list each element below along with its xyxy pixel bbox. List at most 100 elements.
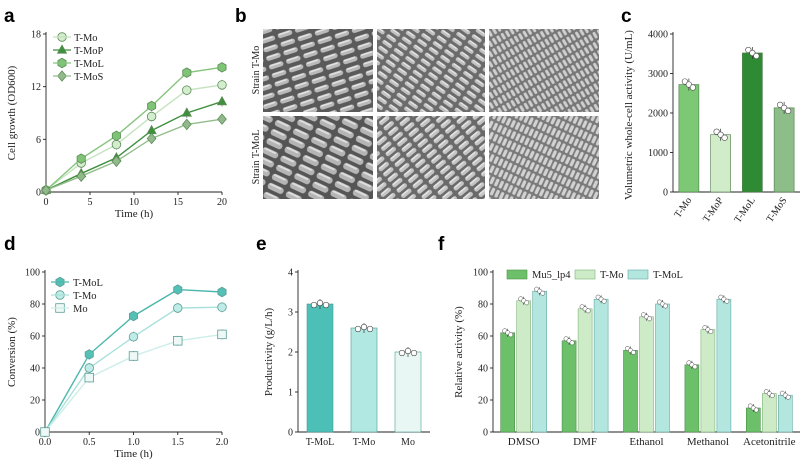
replicate-dot [689, 84, 696, 91]
y-tick-label: 80 [478, 300, 488, 311]
data-point-mo [173, 336, 183, 346]
data-point-t-mol [84, 349, 94, 360]
data-point-t-mos [146, 132, 157, 145]
replicate-dot [322, 301, 330, 309]
replicate-dot [354, 325, 362, 333]
y-tick-label: 2000 [648, 109, 668, 120]
legend-label: T-MoS [74, 72, 104, 83]
y-tick-label: 20 [478, 396, 488, 407]
data-point-t-mo [182, 85, 192, 95]
y-tick-label: 100 [25, 268, 40, 279]
replicate-dot [404, 347, 412, 355]
data-point-t-mo [173, 303, 183, 313]
bar-t-mos [773, 107, 795, 193]
y-axis-label: Productivity (g/L/h) [263, 308, 275, 397]
series-line-t-mop [45, 100, 223, 191]
replicate-dot [647, 316, 652, 322]
x-tick-label: T-Mo [353, 437, 375, 448]
legend-label: T-MoP [74, 46, 104, 57]
y-tick-label: 0 [663, 188, 668, 199]
replicate-dot [721, 134, 728, 141]
y-tick-label: 40 [30, 364, 40, 375]
replicate-dot [753, 52, 760, 60]
y-axis-label: Relative activity (%) [453, 306, 465, 398]
data-point-mo [40, 427, 50, 437]
replicate-dot [585, 308, 591, 314]
sem-image-tmo-3 [489, 29, 599, 112]
x-tick-label: 10 [129, 197, 139, 208]
replicate-dot [410, 349, 418, 357]
y-tick-label: 3000 [648, 69, 668, 80]
bar-t-mop [710, 134, 731, 193]
bar-mu5_lp4-dmso [500, 332, 516, 433]
bar-mu5_lp4-methanol [684, 364, 700, 433]
sem-panel: Strain T-Mo Strain T-MoL [251, 29, 599, 199]
y-tick-label: 0 [35, 428, 40, 439]
legend-label: T-Mo [74, 33, 98, 44]
x-axis-label: Time (h) [114, 448, 153, 460]
y-tick-label: 100 [473, 268, 488, 279]
replicate-dot [508, 332, 514, 338]
data-point-t-mol [111, 130, 121, 142]
data-point-t-mos [76, 170, 87, 182]
legend-label: T-MoL [73, 278, 103, 289]
data-point-t-mos [181, 118, 192, 131]
replicate-dot [769, 393, 775, 399]
x-tick-label: 0.5 [83, 437, 96, 448]
x-tick-label: 15 [173, 197, 183, 208]
bar-t-mol-methanol [716, 298, 732, 433]
panel-letter-d: d [4, 234, 16, 255]
chart-e-productivity: 0 1 2 3 4 Productivity (g/L/h) T-MoL T-Mo Mo [263, 268, 430, 448]
replicate-dot [785, 107, 792, 114]
replicate-dot [310, 301, 318, 309]
legend-marker-t-mop [56, 44, 68, 54]
legend-label: T-MoL [653, 270, 683, 281]
x-tick-label: DMSO [508, 436, 540, 448]
legend-swatch-t-mo [574, 269, 596, 280]
series-line-t-mol [45, 66, 223, 191]
series-line-t-mo [44, 306, 223, 433]
legend-label: T-MoL [74, 59, 104, 70]
y-tick-label: 60 [478, 332, 488, 343]
data-point-t-mol [217, 286, 227, 298]
y-tick-label: 0 [36, 188, 41, 199]
chart-c-activity: 0 1000 2000 3000 4000 Volumetric whole-cell a… [623, 30, 800, 225]
bar-t-mol [742, 52, 763, 193]
x-tick-label: 0.0 [39, 437, 52, 448]
panel-letter-f: f [438, 234, 445, 255]
replicate-dot [692, 364, 698, 370]
x-tick-label: T-MoP [701, 195, 726, 225]
y-tick-label: 1000 [648, 148, 668, 159]
y-tick-label: 2 [288, 348, 293, 359]
x-tick-label: Mo [401, 437, 415, 448]
y-axis-label: Volumetric whole-cell activity (U/mL) [623, 30, 635, 200]
panel-letter-c: c [621, 6, 632, 27]
x-tick-label: 2.0 [216, 437, 229, 448]
x-tick-label: T-Mo [672, 195, 694, 220]
replicate-dot [524, 300, 530, 306]
replicate-dot [360, 323, 368, 331]
bar-t-mo [678, 84, 700, 193]
bar-mo [394, 351, 422, 433]
y-tick-label: 4 [288, 268, 293, 279]
y-tick-label: 80 [30, 300, 40, 311]
x-tick-label: T-MoL [306, 437, 335, 448]
data-point-t-mo [217, 80, 227, 90]
data-point-t-mol [173, 284, 183, 295]
y-tick-label: 18 [31, 30, 41, 41]
replicate-dot [708, 329, 714, 335]
bar-mu5_lp4-dmf [561, 340, 577, 433]
replicate-dot [663, 303, 668, 309]
bar-t-mo-acetonitrile [761, 393, 777, 433]
data-point-t-mol [76, 153, 86, 164]
bar-t-mo-dmf [577, 308, 593, 433]
data-point-t-mos [217, 113, 227, 125]
y-tick-label: 6 [36, 135, 41, 146]
x-tick-label: 1.0 [127, 437, 140, 448]
data-point-t-mo [111, 139, 122, 150]
replicate-dot [569, 340, 575, 346]
x-tick-label: 1.5 [172, 437, 185, 448]
legend-swatch-t-mol [627, 269, 649, 280]
replicate-dot [785, 394, 791, 400]
data-point-mo [128, 351, 139, 361]
